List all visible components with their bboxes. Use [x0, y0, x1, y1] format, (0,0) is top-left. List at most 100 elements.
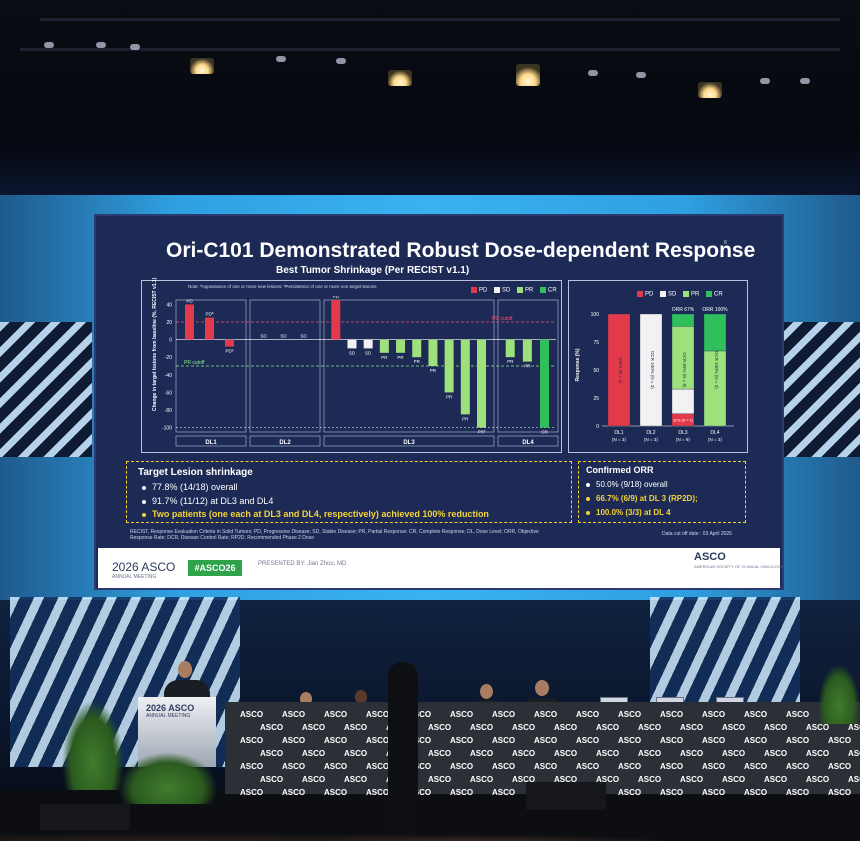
desk-asco-logo: ASCO [428, 749, 452, 758]
stage-light [760, 78, 770, 84]
dl3-cr-text: 11% (N = 1) [673, 418, 694, 422]
desk-asco-logo: ASCO [660, 710, 684, 719]
desk-asco-logo: ASCO [324, 788, 348, 797]
desk-asco-logo: ASCO [828, 736, 852, 745]
desk-asco-logo: ASCO [806, 723, 830, 732]
y-tick-label: 0 [596, 424, 599, 430]
orr-column-header: ORR 67% [672, 307, 695, 313]
legend-cr: CR [548, 287, 557, 294]
stage-light [276, 56, 286, 62]
stage-light [388, 70, 412, 86]
desk-asco-logo: ASCO [282, 762, 306, 771]
desk-asco-logo: ASCO [576, 710, 600, 719]
desk-asco-logo: ASCO [428, 723, 452, 732]
desk-asco-logo: ASCO [554, 775, 578, 784]
desk-asco-logo: ASCO [512, 749, 536, 758]
waterfall-bar [331, 300, 341, 340]
stage-light [588, 70, 598, 76]
desk-asco-logo: ASCO [680, 723, 704, 732]
waterfall-bar [379, 339, 389, 353]
stage-light [130, 44, 140, 50]
desk-asco-logo: ASCO [366, 762, 390, 771]
desk-asco-logo: ASCO [638, 749, 662, 758]
bar-label: PR [397, 355, 404, 360]
lighting-truss [40, 18, 840, 21]
desk-asco-logo: ASCO [512, 723, 536, 732]
pd-cutoff-label: PD cutoff [492, 316, 513, 322]
bar-label: SD [280, 334, 287, 339]
desk-asco-logo: ASCO [260, 749, 284, 758]
waterfall-bar [205, 317, 214, 340]
desk-asco-logo: ASCO [680, 749, 704, 758]
desk-asco-logo: ASCO [366, 710, 390, 719]
stage-light [516, 64, 540, 86]
target-lesion-bullet: 77.8% (14/18) overall [142, 482, 238, 492]
desk-asco-logo: ASCO [282, 710, 306, 719]
bar-label: PR [430, 368, 437, 373]
desk-asco-logo: ASCO [764, 723, 788, 732]
desk-asco-logo: ASCO [618, 762, 642, 771]
desk-asco-logo: ASCO [806, 775, 830, 784]
desk-asco-logo: ASCO [408, 762, 432, 771]
desk-asco-logo: ASCO [786, 788, 810, 797]
bar-label: SD [365, 350, 372, 355]
presenter-name: PRESENTED BY: Jian Zhou, MD [258, 561, 347, 567]
orr-panel [568, 280, 748, 453]
confirmed-orr-title: Confirmed ORR [586, 465, 654, 475]
pr-cutoff-label: PR cutoff [184, 360, 205, 366]
desk-asco-logo: ASCO [806, 749, 830, 758]
y-tick-label: -60 [165, 390, 172, 396]
desk-asco-logo: ASCO [408, 788, 432, 797]
confirmed-orr-box [578, 461, 746, 523]
desk-asco-logo: ASCO [702, 736, 726, 745]
confirmed-orr-bullet: 66.7% (6/9) at DL 3 (RP2D); [586, 494, 698, 503]
lighting-truss [20, 48, 840, 51]
abbreviations-footnote: RECIST, Response Evaluation Criteria in … [130, 529, 539, 541]
desk-asco-logo: ASCO [240, 710, 264, 719]
desk-asco-logo: ASCO [596, 723, 620, 732]
bar-label: SD [260, 334, 267, 339]
waterfall-bar [444, 339, 454, 393]
confirmed-orr-bullet: 50.0% (9/18) overall [586, 480, 668, 489]
orr-n-label: (N = 9) [676, 437, 690, 442]
desk-asco-logo: ASCO [324, 736, 348, 745]
orr-dose-label: DL1 [614, 430, 623, 436]
stage-monitor-speaker [526, 782, 606, 810]
desk-asco-logo: ASCO [786, 736, 810, 745]
y-tick-label: -40 [165, 373, 172, 379]
orr-dose-label: DL4 [710, 430, 719, 436]
desk-asco-logo: ASCO [744, 736, 768, 745]
hashtag-badge: #ASCO26 [188, 560, 242, 576]
dose-group-frame [249, 299, 321, 433]
desk-asco-logo: ASCO [660, 736, 684, 745]
desk-asco-logo: ASCO [534, 762, 558, 771]
desk-asco-logo: ASCO [786, 762, 810, 771]
orr-dose-label: DL3 [678, 430, 687, 436]
bar-label: PDª [206, 312, 214, 317]
dose-level-label: DL2 [279, 440, 291, 446]
desk-asco-logo: ASCO [848, 723, 860, 732]
stage-light [44, 42, 54, 48]
desk-asco-logo: ASCO [366, 736, 390, 745]
slide-number: 8 [724, 240, 727, 246]
orr-n-label: (N = 3) [644, 437, 658, 442]
desk-asco-logo: ASCO [240, 736, 264, 745]
bar-label: PR [446, 394, 453, 399]
asco-society-subtitle: AMERICAN SOCIETY OF CLINICAL ONCOLOGY [694, 564, 784, 569]
y-tick-label: 100 [591, 312, 600, 318]
desk-asco-logo: ASCO [408, 736, 432, 745]
orr-bar-text: DCR 89% (N = 8) [682, 352, 687, 388]
desk-asco-logo: ASCO [764, 775, 788, 784]
desk-asco-logo: ASCO [702, 710, 726, 719]
desk-asco-logo: ASCO [848, 749, 860, 758]
desk-asco-logo: ASCO [596, 749, 620, 758]
target-lesion-box [126, 461, 572, 523]
orr-legend: PD SD PR CR [632, 291, 723, 298]
potted-plant [62, 700, 124, 790]
desk-asco-logo: ASCO [302, 775, 326, 784]
desk-asco-logo: ASCO [492, 788, 516, 797]
bar-label: PR [414, 359, 421, 364]
bar-label: PR [381, 355, 388, 360]
desk-asco-logo: ASCO [576, 736, 600, 745]
asco-society-logo: ASCO [694, 551, 726, 563]
